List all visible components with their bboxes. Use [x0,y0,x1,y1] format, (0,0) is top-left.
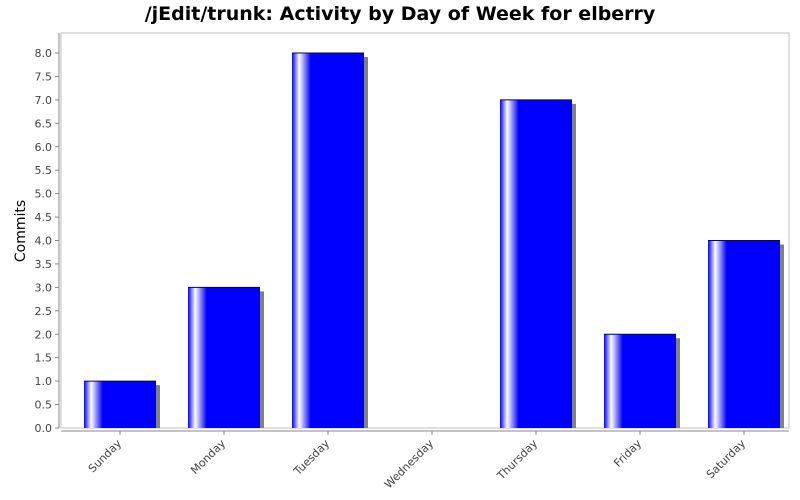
y-axis: 0.0 0.5 1.0 1.5 2.0 2.5 3.0 3.5 4.0 4.5 5.0 5.5 6.0 6… [35,33,60,435]
y-tick-label: 5.5 [35,164,53,177]
y-tick-label: 8.0 [35,47,53,60]
y-tick-label: 4.5 [35,211,53,224]
y-tick-label: 6.5 [35,117,53,130]
x-tick-label: Monday [188,437,228,477]
x-tick-label: Friday [611,437,644,470]
bar [292,53,364,428]
bar [604,334,676,428]
x-axis: Sunday Monday Tuesday Wednesday Thursday Frid… [61,430,789,492]
x-tick-label: Saturday [704,437,749,482]
y-tick-label: 3.5 [35,258,53,271]
bar [708,240,780,428]
y-tick-label: 1.5 [35,352,53,365]
x-tick-label: Tuesday [291,437,333,479]
y-tick-label: 4.0 [35,235,53,248]
chart-title: /jEdit/trunk: Activity by Day of Week fo… [144,3,656,25]
bar [188,287,260,428]
y-tick-label: 6.0 [35,141,53,154]
bar [84,381,156,428]
y-tick-label: 7.0 [35,94,53,107]
y-tick-label: 3.0 [35,281,53,294]
y-tick-label: 1.0 [35,375,53,388]
bar [500,99,572,428]
y-tick-label: 2.5 [35,305,53,318]
bars-group [84,52,784,428]
y-tick-label: 0.5 [35,399,53,412]
y-tick-label: 2.0 [35,328,53,341]
x-tick-label: Sunday [86,437,125,476]
y-axis-title: Commits [13,200,29,262]
x-tick-label: Wednesday [382,437,437,492]
y-tick-label: 7.5 [35,70,53,83]
x-tick-label: Thursday [494,437,540,483]
y-tick-label: 0.0 [35,422,53,435]
y-tick-label: 5.0 [35,188,53,201]
